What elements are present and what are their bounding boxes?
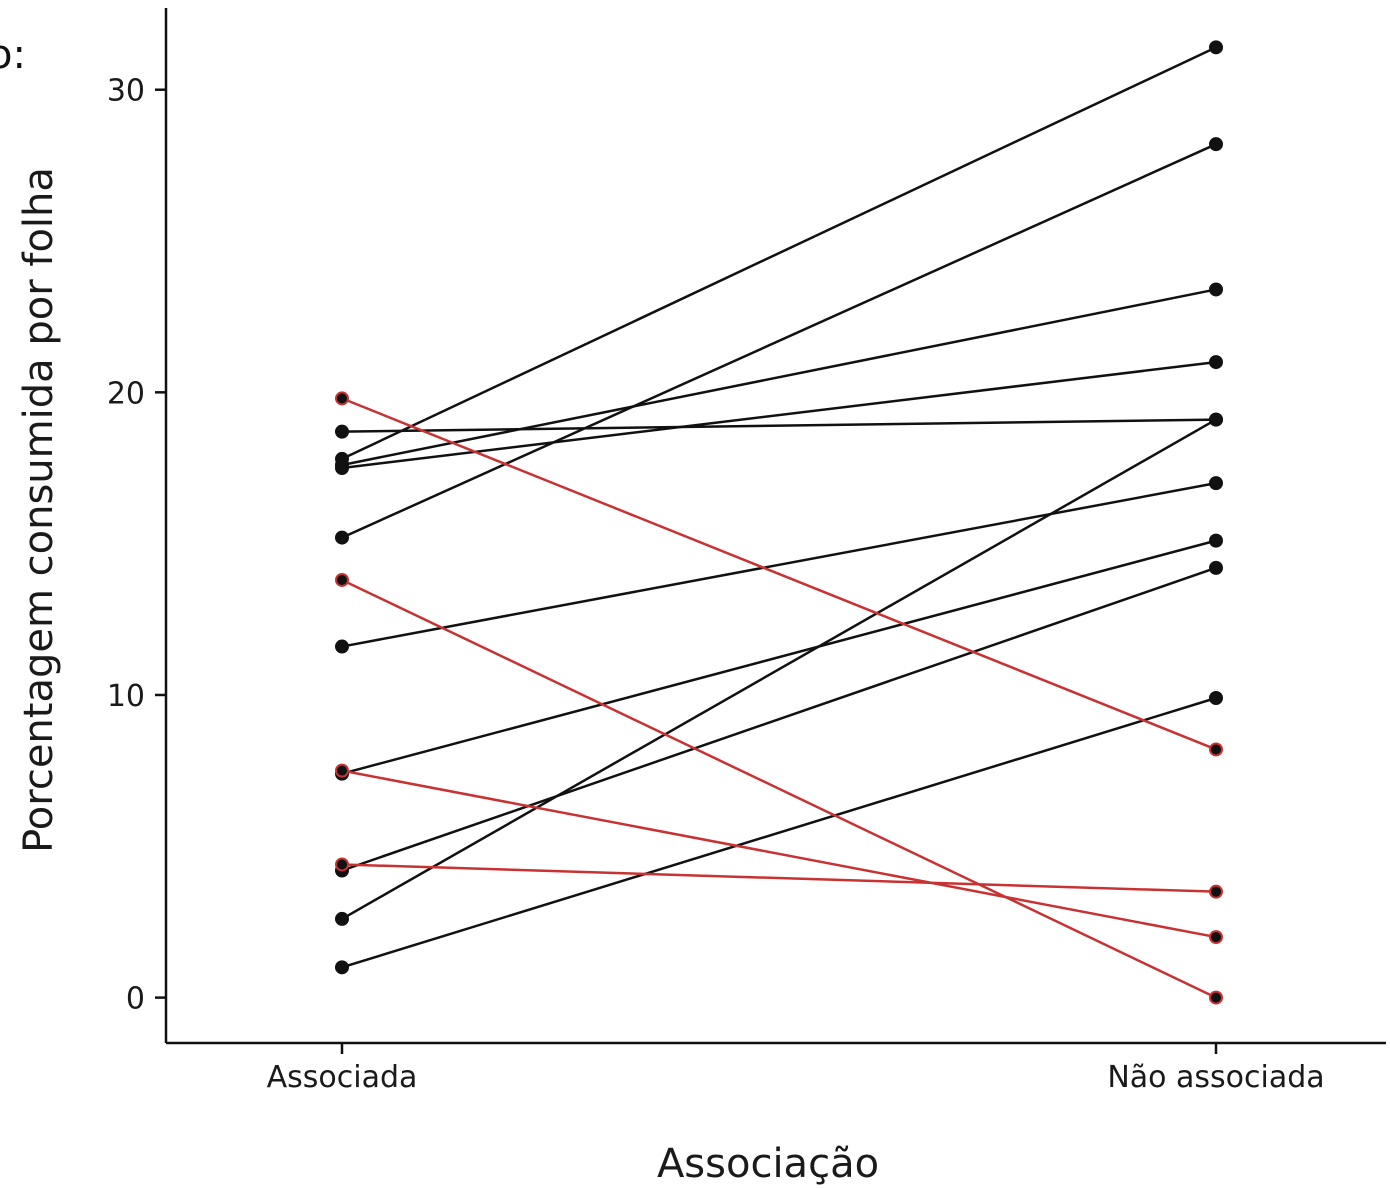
data-point-decrease: [335, 391, 349, 406]
pair-line-increase: [341, 46, 1217, 461]
data-point-increase: [335, 960, 349, 975]
data-point-increase: [335, 639, 349, 654]
pair-line-increase: [341, 360, 1217, 470]
series-lines: [341, 46, 1217, 999]
data-point-decrease: [335, 763, 349, 778]
pair-line-increase: [341, 539, 1217, 775]
pair-line-decrease: [341, 578, 1217, 999]
data-point-increase: [1209, 476, 1223, 491]
data-point-increase: [1209, 412, 1223, 427]
pair-line-increase: [341, 418, 1217, 921]
series-points: [335, 40, 1223, 1005]
data-point-increase: [335, 530, 349, 545]
legend-fragment-text: o:: [0, 32, 26, 78]
data-point-increase: [335, 424, 349, 439]
data-point-decrease: [335, 572, 349, 587]
data-point-increase: [335, 911, 349, 926]
x-tick-label: Associada: [267, 1060, 418, 1095]
y-tick-label: 10: [107, 679, 145, 714]
x-ticks: Associada Não associada: [267, 1043, 1325, 1095]
y-tick-label: 20: [107, 376, 145, 411]
y-axis-title: Porcentagem consumida por folha: [16, 167, 62, 853]
y-tick-label: 30: [107, 74, 145, 109]
data-point-increase: [1209, 355, 1223, 370]
pair-line-increase: [341, 143, 1217, 539]
data-point-increase: [1209, 533, 1223, 548]
data-point-increase: [1209, 560, 1223, 575]
data-point-increase: [1209, 137, 1223, 152]
pair-line-decrease: [341, 863, 1217, 893]
pair-line-decrease: [341, 769, 1217, 939]
pair-line-increase: [341, 288, 1217, 467]
data-point-decrease: [1209, 742, 1223, 757]
x-tick-label: Não associada: [1107, 1060, 1324, 1095]
pair-line-increase: [341, 696, 1217, 969]
y-tick-label: 0: [126, 982, 145, 1017]
pair-line-decrease: [341, 397, 1217, 751]
data-point-increase: [1209, 282, 1223, 297]
pair-line-increase: [341, 566, 1217, 872]
x-axis-title: Associação: [657, 1141, 879, 1187]
data-point-increase: [335, 461, 349, 475]
data-point-decrease: [1209, 930, 1223, 945]
data-point-decrease: [335, 857, 349, 872]
axes: [164, 8, 1386, 1045]
y-ticks: 0 10 20 30: [107, 74, 166, 1017]
data-point-increase: [1209, 40, 1223, 55]
data-point-increase: [1209, 691, 1223, 705]
data-point-decrease: [1209, 990, 1223, 1005]
pair-line-increase: [341, 418, 1217, 433]
pair-line-increase: [341, 481, 1217, 648]
data-point-decrease: [1209, 884, 1223, 899]
